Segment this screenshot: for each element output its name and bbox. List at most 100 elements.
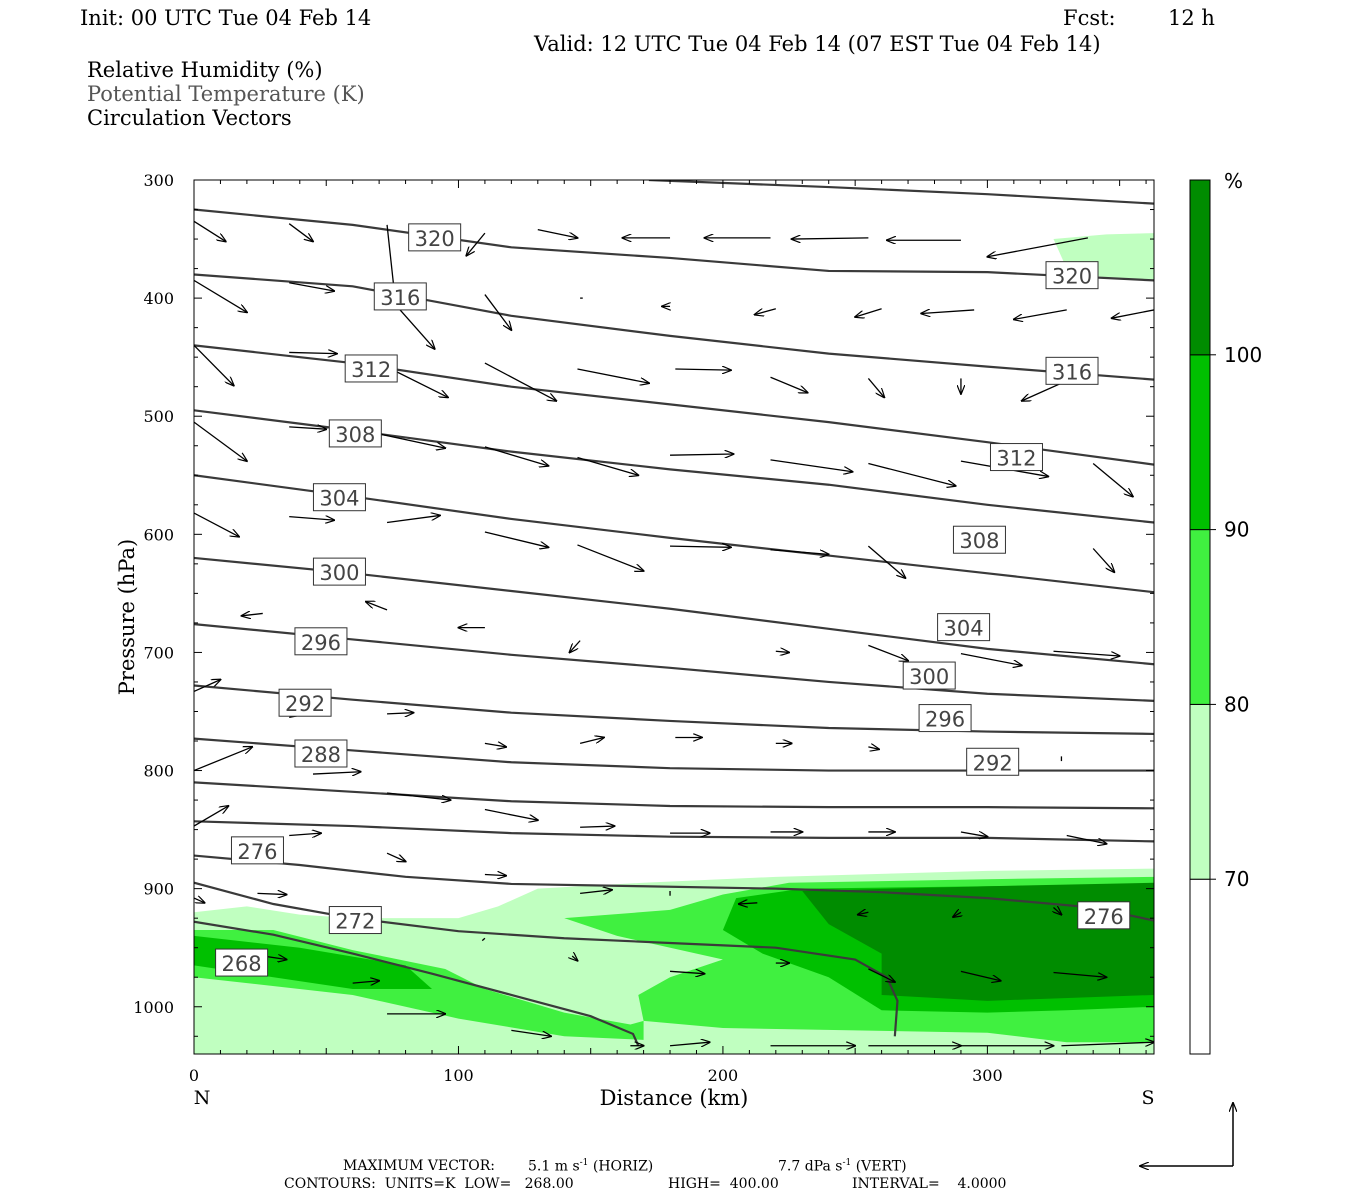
vector-arrow xyxy=(580,890,612,894)
vector-arrow xyxy=(194,512,239,537)
vector-arrow xyxy=(580,826,614,827)
x-tick-label: 300 xyxy=(972,1066,1003,1085)
theta-contour-324 xyxy=(648,180,1154,205)
theta-contour-272 xyxy=(194,881,899,1037)
vector-arrow xyxy=(867,545,905,578)
vector-arrow xyxy=(577,544,643,571)
vector-arrow xyxy=(387,713,413,714)
contours-info: CONTOURS: UNITS=K LOW= 268.00 xyxy=(284,1176,574,1192)
valid-time: Valid: 12 UTC Tue 04 Feb 14 (07 EST Tue … xyxy=(534,32,1101,56)
vector-arrow xyxy=(257,893,286,894)
y-tick-label: 400 xyxy=(143,289,174,308)
vector-arrow xyxy=(669,971,704,973)
theta-contour-320 xyxy=(194,208,1154,282)
theta-label-272: 272 xyxy=(328,906,382,935)
theta-contour-292 xyxy=(194,684,1154,736)
svg-text:272: 272 xyxy=(335,910,375,934)
svg-text:312: 312 xyxy=(351,358,391,382)
x-end-label-right: S xyxy=(1141,1087,1154,1109)
vector-arrow xyxy=(386,792,450,800)
vert-max: 7.7 dPa s-1 (VERT) xyxy=(778,1158,907,1175)
vector-arrow xyxy=(675,369,731,370)
vector-arrow xyxy=(669,1042,710,1046)
theta-contour-268 xyxy=(194,920,640,1047)
vector-arrow xyxy=(386,852,406,861)
theta-label-296: 296 xyxy=(294,627,348,656)
colorbar-segment xyxy=(1189,878,1211,1055)
theta-contour-296 xyxy=(194,622,1154,702)
colorbar-segment xyxy=(1189,703,1211,880)
vector-arrow xyxy=(987,237,1089,257)
vector-arrow xyxy=(1061,1042,1154,1046)
svg-text:300: 300 xyxy=(319,561,359,585)
theta-label-320: 320 xyxy=(408,223,462,252)
x-tick-label: 0 xyxy=(189,1066,199,1085)
vector-arrow xyxy=(484,446,548,466)
vector-arrow xyxy=(670,454,733,455)
svg-text:308: 308 xyxy=(959,529,999,553)
contour-labels: 268 272 276 288 292 296 300 304 308 312 316 320 320 3… xyxy=(215,223,1131,977)
max-vector-label: MAXIMUM VECTOR: xyxy=(343,1158,495,1174)
vector-arrow xyxy=(484,362,556,401)
theta-label-304: 304 xyxy=(937,613,991,642)
svg-text:292: 292 xyxy=(285,692,325,716)
theta-label-316: 316 xyxy=(1045,356,1099,385)
theta-label-292: 292 xyxy=(278,688,332,717)
axes: 300 400 500 600 700 800 900 1000 0 100 200 300 N S Dis… xyxy=(115,171,1155,1110)
vector-arrow xyxy=(194,898,205,903)
theta-label-276: 276 xyxy=(230,836,284,865)
vector-arrow xyxy=(289,352,337,353)
svg-text:300: 300 xyxy=(909,665,949,689)
y-axis-title: Pressure (hPa) xyxy=(115,539,139,695)
vector-arrow xyxy=(868,644,908,660)
vector-arrow xyxy=(792,238,869,239)
humidity-shading xyxy=(194,233,1154,1054)
vector-arrow xyxy=(770,459,853,472)
vector-arrow xyxy=(484,808,538,821)
vector-arrow xyxy=(312,772,361,774)
vector-arrow xyxy=(378,433,445,448)
x-tick-label: 100 xyxy=(443,1066,474,1085)
vector-arrow xyxy=(289,833,321,835)
vector-arrow xyxy=(289,282,334,291)
vector-arrow xyxy=(194,747,252,772)
theta-label-296: 296 xyxy=(918,704,972,733)
colorbar-segment xyxy=(1189,179,1211,356)
theta-contour-316 xyxy=(194,273,1154,381)
vector-arrow xyxy=(1066,834,1107,844)
vert-max-exponent: -1 xyxy=(842,1158,852,1168)
vector-arrow xyxy=(194,421,247,461)
x-end-label-left: N xyxy=(194,1087,211,1109)
vector-arrow xyxy=(481,937,486,942)
svg-text:304: 304 xyxy=(944,617,984,641)
y-tick-label: 600 xyxy=(143,525,174,544)
vector-arrow xyxy=(1054,908,1062,915)
vector-arrow xyxy=(755,308,776,315)
vector-arrow xyxy=(960,652,1022,666)
colorbar-label: 90 xyxy=(1224,518,1249,542)
theta-label-312: 312 xyxy=(989,443,1043,472)
colorbar-unit: % xyxy=(1224,169,1243,193)
vector-arrow xyxy=(868,968,894,982)
forecast-hour: 12 h xyxy=(1168,6,1215,30)
theta-label-288: 288 xyxy=(294,739,348,768)
vector-arrow xyxy=(1092,548,1114,572)
y-tick-label: 300 xyxy=(143,171,174,190)
vector-arrow xyxy=(1092,462,1133,496)
theta-label-300: 300 xyxy=(902,661,956,690)
vector-arrow xyxy=(194,220,226,241)
vector-arrow xyxy=(960,832,987,837)
theta-label-308: 308 xyxy=(328,419,382,448)
vector-arrow xyxy=(352,981,379,983)
svg-text:276: 276 xyxy=(237,840,277,864)
vector-arrow xyxy=(194,680,220,693)
vector-arrow xyxy=(1053,650,1120,656)
vector-arrow xyxy=(579,737,604,745)
svg-text:308: 308 xyxy=(335,423,375,447)
vector-arrow xyxy=(577,456,638,476)
vector-arrow xyxy=(858,912,869,914)
svg-text:268: 268 xyxy=(222,952,262,976)
vector-arrow xyxy=(577,368,648,383)
plot-frame xyxy=(193,179,1155,1055)
